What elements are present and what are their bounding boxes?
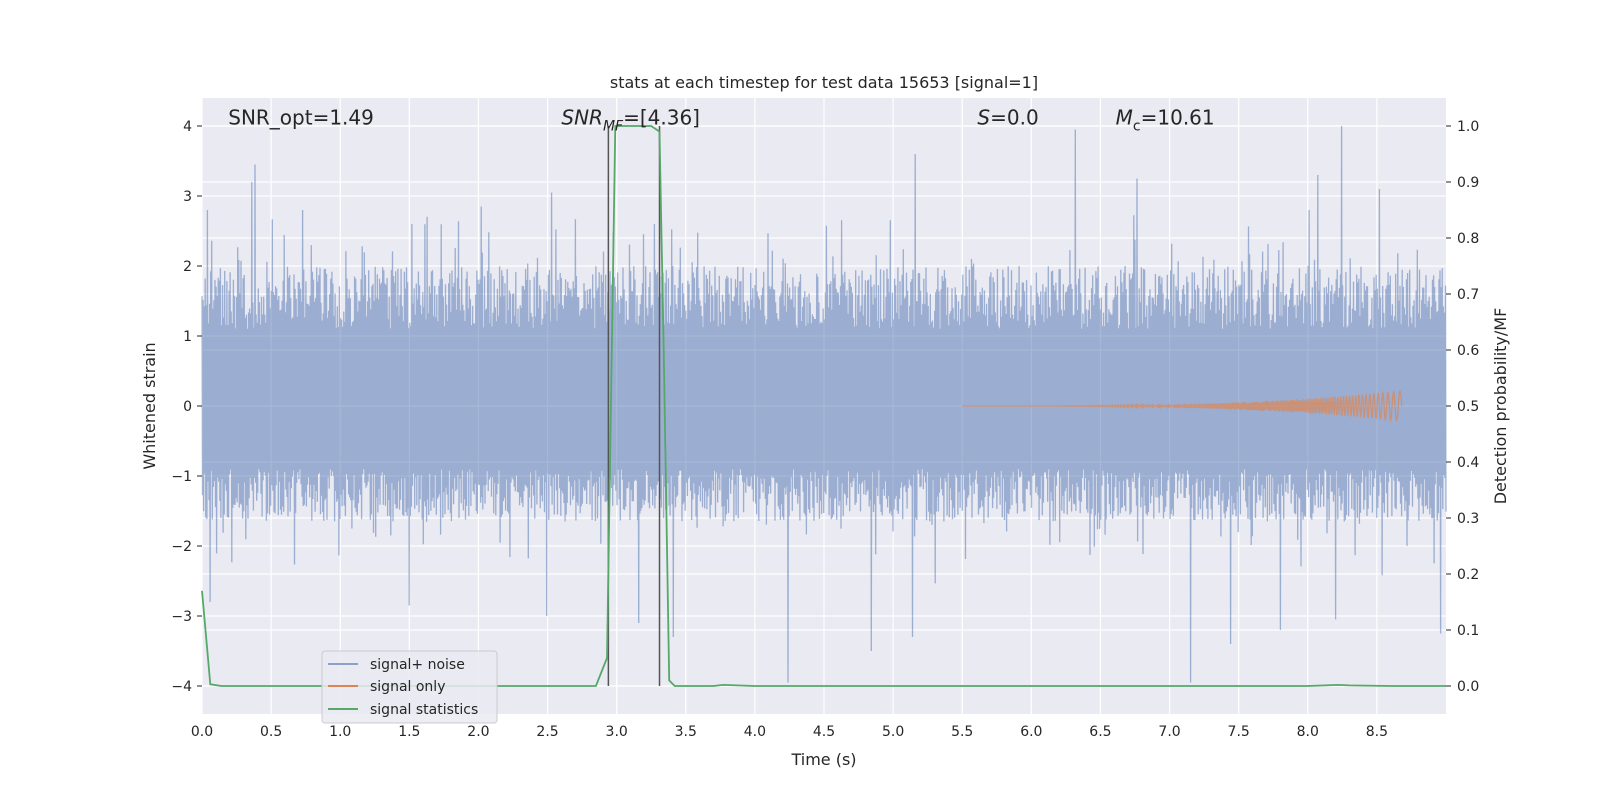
x-tick-label: 5.0 [882,724,904,740]
x-tick-label: 6.5 [1089,724,1111,740]
x-tick-label: 2.0 [467,724,489,740]
y-tick-label: −2 [171,539,192,555]
y-tick-label: 4 [183,119,192,135]
signal-noise-line [201,125,1447,683]
x-tick-label: 8.0 [1297,724,1319,740]
x-tick-label: 7.0 [1158,724,1180,740]
y-tick-label: −1 [171,469,192,485]
y2-tick-label: 0.0 [1457,679,1479,695]
y2-tick-label: 0.3 [1457,511,1479,527]
x-tick-label: 1.0 [329,724,351,740]
legend-label-signal-noise: signal+ noise [370,657,465,673]
y-tick-label: −4 [171,679,192,695]
y2-tick-label: 0.9 [1457,175,1479,191]
y-tick-label: 2 [183,259,192,275]
x-tick-label: 3.0 [606,724,628,740]
x-tick-label: 8.5 [1366,724,1388,740]
y2-tick-label: 0.5 [1457,399,1479,415]
legend-box [321,650,498,724]
x-tick-label: 3.5 [675,724,697,740]
annotation-snr-opt: SNR_opt=1.49 [228,106,374,130]
x-tick-label: 0.0 [191,724,213,740]
signal-only-line [962,389,1403,423]
y2-tick-label: 0.4 [1457,455,1479,471]
y2-tick-label: 0.8 [1457,231,1479,247]
y2-tick-label: 0.6 [1457,343,1479,359]
y2-axis-label: Detection probability/MF [1491,308,1510,505]
annotations: SNR_opt=1.49 SNRMF=[4.36] S=0.0 Mc=10.61 [228,106,1214,135]
series-signal-only [962,389,1403,423]
legend-label-signal-statistics: signal statistics [370,702,478,718]
annotation-snr-mf: SNRMF=[4.36] [561,106,700,135]
x-tick-label: 4.5 [813,724,835,740]
y2-axis-ticks: 0.0 0.1 0.2 0.3 0.4 0.5 0.6 0.7 0.8 0.9 1.0 [1446,119,1479,695]
annotation-mc-value: Mc=10.61 [1116,106,1215,135]
x-axis-label: Time (s) [790,750,856,769]
x-tick-label: 2.5 [536,724,558,740]
y2-tick-label: 0.7 [1457,287,1479,303]
y-axis-ticks: −4 −3 −2 −1 0 1 2 3 4 [171,119,202,695]
x-tick-label: 1.5 [398,724,420,740]
y-tick-label: −3 [171,609,192,625]
x-axis-ticks: 0.0 0.5 1.0 1.5 2.0 2.5 3.0 3.5 4.0 4.5 5.0 5.5 6.0 6… [191,724,1388,740]
y2-tick-label: 1.0 [1457,119,1479,135]
x-tick-label: 0.5 [260,724,282,740]
y2-tick-label: 0.2 [1457,567,1479,583]
legend-label-signal-only: signal only [370,679,445,695]
chart-title: stats at each timestep for test data 156… [610,73,1038,92]
y-tick-label: 1 [183,329,192,345]
series-signal-noise [201,125,1447,683]
x-tick-label: 7.5 [1228,724,1250,740]
x-tick-label: 5.5 [951,724,973,740]
y-axis-label: Whitened strain [140,342,159,469]
legend: signal+ noise signal only signal statist… [321,650,498,724]
y2-tick-label: 0.1 [1457,623,1479,639]
x-tick-label: 6.0 [1020,724,1042,740]
annotation-s-value: S=0.0 [977,106,1038,130]
x-tick-label: 4.0 [744,724,766,740]
y-tick-label: 0 [183,399,192,415]
y-tick-label: 3 [183,189,192,205]
